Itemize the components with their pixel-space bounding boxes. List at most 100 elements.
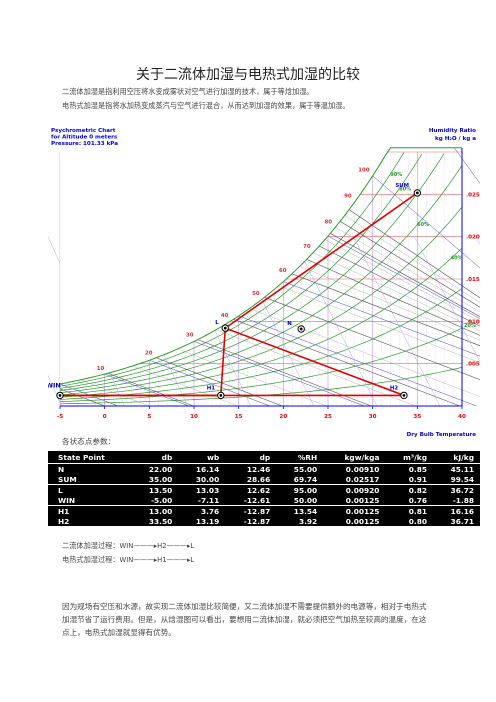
state-point-dot [415,191,419,195]
enthalpy-label: 90 [344,194,352,200]
table-cell: 0.76 [408,495,427,505]
state-point-dot [223,326,227,330]
table-cell: 0.00920 [323,484,386,495]
conclusion-paragraph: 因为规场有空压和水源，故实现二流体加湿比较简便，又二流体加湿不需要提供额外的电源… [62,602,427,637]
table-cell: 35.00 [148,474,173,484]
enthalpy-line [221,124,480,299]
x-tick-label: 0 [103,414,107,420]
enthalpy-line [202,124,480,303]
table-cell: 69.74 [293,474,318,484]
table-cell: 16.16 [433,505,480,516]
chart-header-right-2: kg H₂O / kg a [435,136,476,142]
process-sequence: WIN———▸H1———▸L [119,556,195,564]
table-cell: WIN [58,495,76,505]
wet-bulb-line [372,175,480,269]
chart-header-left-2: for Altitude 0 meters [51,135,118,141]
table-cell: -12.87 [225,505,277,516]
rh-label: 40% [451,256,463,262]
volume-line [414,236,480,363]
table-cell: 0.81 [385,505,433,516]
enthalpy-line [158,124,480,313]
state-heading: 各状态点参数： [62,437,116,446]
enthalpy-label: 100 [358,167,370,173]
enthalpy-label: 20 [145,351,153,357]
table-header-row: State Point db wb dp %RH kgw/kga m³/kg kJ/kg [48,451,480,464]
table-cell: L [48,484,132,495]
x-tick-label: 5 [147,414,151,420]
table-row: H2 33.50 13.19 -12.87 3.92 0.00125 0.80 36.71 [48,516,480,526]
y-tick-label: .020 [466,235,480,241]
table-cell: 13.03 [178,484,226,495]
process-line-2: 电热式加湿过程：WIN———▸H1———▸L [62,555,194,565]
rh-label: 60% [417,222,429,228]
column-header: wb [178,451,226,464]
rh-curve [59,288,463,400]
chart-header-right-1: Humidity Ratio [429,128,476,134]
y-tick-label: .010 [466,319,480,325]
wet-bulb-line [238,315,477,407]
process-lines [60,192,418,397]
state-point-label: WIN [48,381,61,389]
process-segment [224,327,405,397]
table-cell: 22.00 [148,464,173,474]
table-cell: 13.54 [276,505,324,516]
table-cell: 95.00 [276,484,324,495]
x-tick-label: 40 [458,414,466,420]
column-header: db [131,451,179,464]
table-cell: H1 [48,505,132,516]
process-segment [220,328,227,396]
page-title: 关于二流体加湿与电热式加湿的比较 [136,67,360,83]
volume-line [353,236,441,407]
table-cell: 12.62 [225,484,277,495]
table-cell: 3.76 [178,505,226,516]
table-cell: 0.80 [408,516,427,526]
enthalpy-label: 10 [97,366,105,372]
volume-line [292,236,378,407]
table-cell: 13.50 [131,484,179,495]
table-cell: 28.66 [246,474,271,484]
state-point-dot [299,327,303,331]
table-cell: N [58,464,65,474]
table-cell: 0.91 [408,474,427,484]
table-cell: -5.00 [150,495,173,505]
table-cell: 33.50 [148,516,173,526]
process-sequence: WIN———▸H2———▸L [119,542,195,550]
table-cell: -7.11 [197,495,220,505]
enthalpy-labels: 100 90 80 70 60 50 40 30 20 10 [97,167,370,372]
enthalpy-label: 60 [279,268,287,274]
x-axis-title: Dry Bulb Temperature [407,432,477,438]
table-cell: 0.00125 [345,516,380,526]
enthalpy-line [181,124,480,308]
x-tick-label: 10 [190,414,198,420]
x-tick-label: 20 [279,414,287,420]
wet-bulb-line [327,235,480,319]
table-cell: H2 [58,516,70,526]
y-tick-label: .025 [466,192,480,198]
y-tick-label: .015 [466,277,480,283]
x-tick-label: -5 [57,414,63,420]
table-cell: 13.00 [131,505,179,516]
state-table: State Point db wb dp %RH kgw/kga m³/kg kJ/kg N 2… [48,451,480,526]
table-cell: 30.00 [195,474,220,484]
enthalpy-label: 80 [325,219,333,225]
wet-bulb-line [104,373,189,407]
table-cell: 12.46 [246,464,271,474]
state-point-label: H1 [207,385,216,391]
table-row: SUM 35.00 30.00 28.66 69.74 0.02517 0.91 99.54 [48,474,480,485]
table-cell: -12.61 [243,495,271,505]
enthalpy-label: 70 [303,244,311,250]
table-row: N 22.00 16.14 12.46 55.00 0.00910 0.85 45.11 [48,464,480,475]
table-body: N 22.00 16.14 12.46 55.00 0.00910 0.85 45.11 SUM… [48,464,480,527]
table-cell: 36.72 [433,484,480,495]
table-cell: 0.00125 [345,495,380,505]
table-cell: 0.02517 [345,474,380,484]
column-header: dp [225,451,277,464]
rh-label: 90% [390,172,402,178]
state-point-label: H2 [390,385,399,391]
rh-curve [59,165,463,394]
intro-line-1: 二流体加湿是指利用空压将水变成雾状对空气进行加湿的技术，属于等焓加湿。 [62,87,314,96]
x-tick-label: 15 [235,414,243,420]
x-tick-label: 25 [324,414,332,420]
saturation-curve [59,147,462,385]
